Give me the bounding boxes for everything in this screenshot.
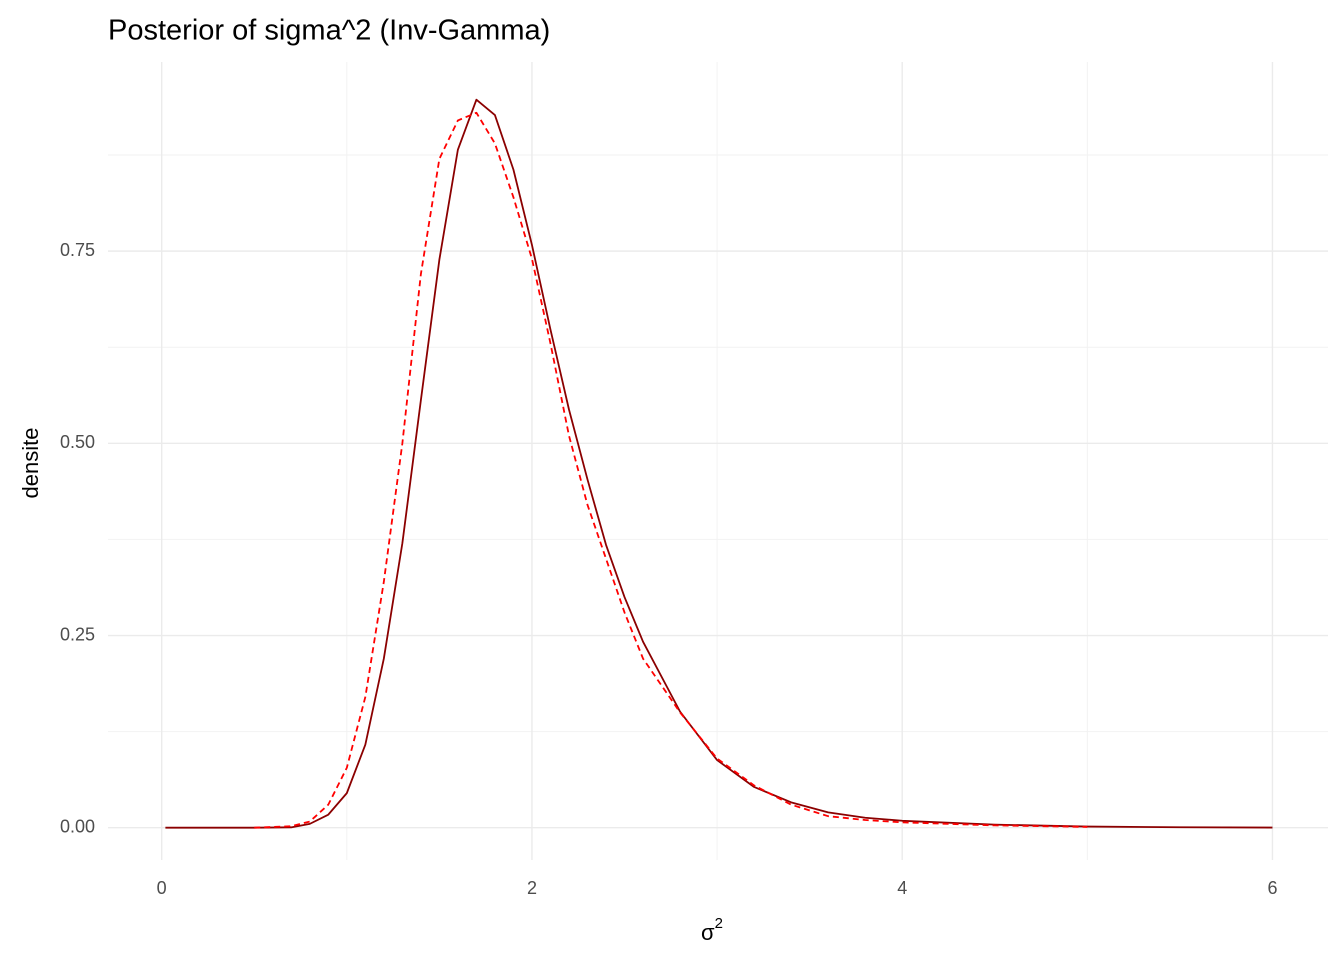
x-axis-label-sup: 2 [715,915,723,932]
x-axis-label-base: σ [701,920,715,945]
x-tick-label: 0 [157,878,167,898]
x-tick-label: 4 [897,878,907,898]
x-tick-label: 2 [527,878,537,898]
series-line [254,111,1088,829]
series-line [165,98,1273,829]
plot-lines [165,98,1273,829]
y-axis-label: densite [18,428,43,499]
grid [108,62,1328,860]
x-axis-label: σ2 [701,915,723,945]
chart-title: Posterior of sigma^2 (Inv-Gamma) [108,15,550,47]
y-tick-label: 0.50 [60,432,95,452]
y-tick-label: 0.00 [60,816,95,836]
y-tick-label: 0.75 [60,240,95,260]
y-tick-label: 0.25 [60,624,95,644]
x-tick-label: 6 [1267,878,1277,898]
